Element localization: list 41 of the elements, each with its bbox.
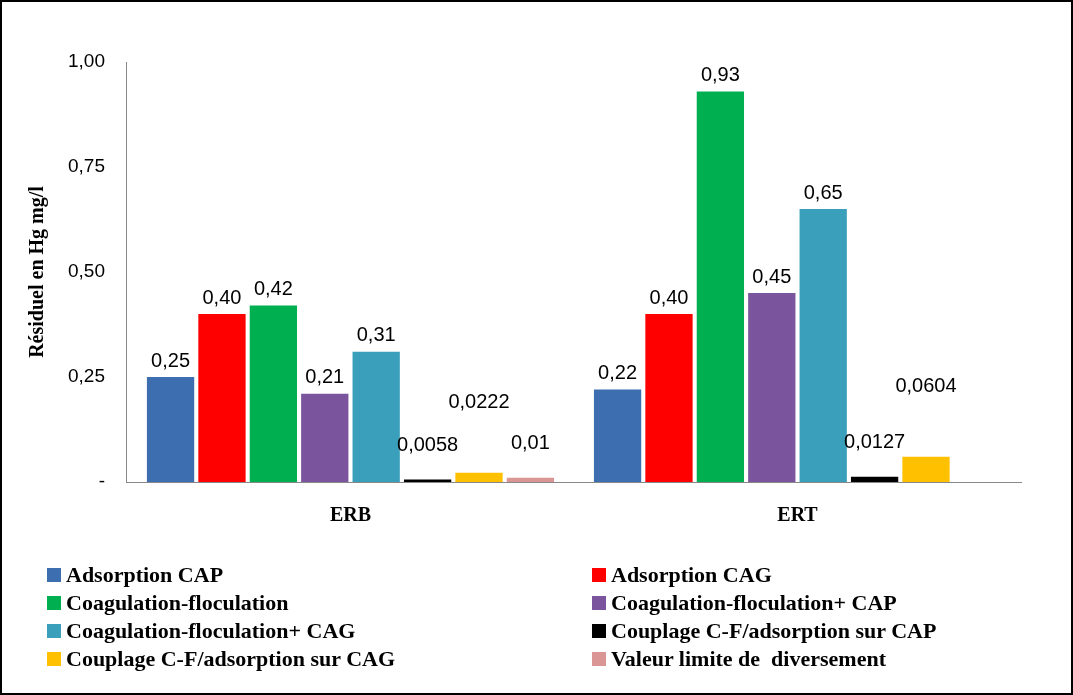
y-tick-label: 0,25: [68, 365, 105, 387]
y-tick-label: -: [98, 470, 105, 492]
data-label: 0,0604: [895, 374, 957, 397]
bar: [198, 314, 246, 482]
legend-label: Coagulation-floculation: [66, 590, 289, 616]
y-tick-label: 1,00: [68, 50, 105, 72]
data-label: 0,93: [700, 62, 740, 85]
bar: [850, 476, 899, 482]
bar: [645, 314, 693, 482]
bar: [902, 456, 950, 482]
legend-label: Adsorption CAG: [611, 562, 772, 588]
data-label: 0,0222: [448, 390, 510, 413]
bar: [146, 377, 195, 482]
legend-label: Coagulation-floculation+ CAG: [66, 618, 356, 644]
bar: [506, 477, 555, 482]
bar: [301, 393, 349, 482]
data-label: 0,40: [649, 285, 689, 308]
x-tick-label: ERT: [777, 503, 819, 526]
bar: [455, 472, 503, 482]
y-tick-label: 0,50: [68, 260, 105, 282]
bar: [696, 91, 745, 482]
legend-label: Couplage C-F/adsorption sur CAG: [66, 646, 396, 672]
data-label: 0,22: [598, 361, 638, 384]
data-label: 0,25: [151, 348, 191, 371]
legend-label: Adsorption CAP: [66, 562, 224, 588]
bar: [748, 293, 796, 482]
data-label: 0,40: [202, 285, 242, 308]
legend-label: Coagulation-floculation+ CAP: [611, 590, 897, 616]
data-label: 0,65: [803, 180, 843, 203]
data-label: 0,31: [356, 323, 396, 346]
data-label: 0,45: [752, 264, 792, 287]
bar: [593, 389, 642, 482]
x-tick-label: ERB: [329, 503, 372, 526]
y-axis-title: Résiduel en Hg mg/l: [25, 185, 49, 358]
y-tick-label: 0,75: [68, 155, 105, 177]
legend-label: Valeur limite de diversement: [611, 646, 886, 672]
bar: [249, 305, 298, 482]
data-label: 0,42: [253, 277, 293, 300]
data-label: 0,21: [305, 365, 345, 388]
data-label: 0,01: [510, 431, 550, 454]
legend-label: Couplage C-F/adsorption sur CAP: [611, 618, 937, 644]
